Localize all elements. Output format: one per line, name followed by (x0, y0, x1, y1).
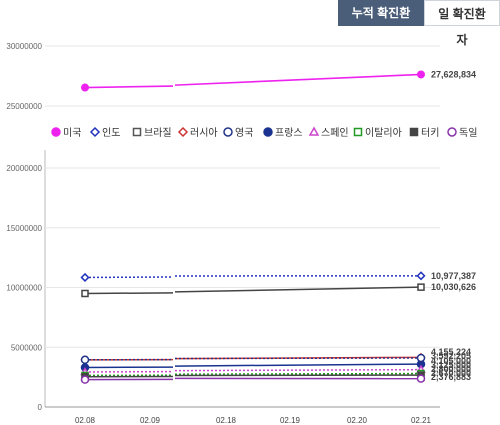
series-line (174, 372, 422, 375)
legend-label: 영국 (235, 127, 253, 139)
series-point-first (80, 272, 90, 283)
series-line (174, 368, 422, 372)
top-panel: 30000000 25000000 27,628,834 (6, 42, 476, 111)
legend-marker (353, 127, 363, 137)
series-8 (80, 374, 426, 384)
x-tick-label: 02.08 (75, 416, 96, 425)
bottom-y-tick-label: 15000000 (6, 224, 42, 233)
legend-label: 터키 (421, 127, 439, 139)
top-end-label: 27,628,834 (431, 69, 476, 79)
top-series-line-segment (84, 85, 174, 89)
series-end-label: 4,155,224 (431, 347, 471, 357)
legend-marker (177, 126, 189, 138)
series-line (174, 363, 422, 367)
series-line (174, 286, 422, 293)
legend-item-4: 영국 (223, 127, 253, 139)
series-end-label: 3,592,205 (431, 351, 471, 361)
legend-item-8: 터키 (409, 127, 439, 139)
series-point-last (416, 374, 426, 383)
legend-label: 스페인 (321, 127, 349, 139)
x-tick-label: 02.09 (140, 416, 161, 425)
series-0 (80, 271, 426, 283)
top-point-last (417, 70, 425, 79)
legend-label: 인도 (102, 127, 120, 139)
x-tick-label: 02.19 (280, 416, 301, 425)
x-tick-label: 02.20 (347, 416, 368, 425)
bottom-y-tick-label: 10000000 (6, 284, 42, 293)
legend-item-3: 러시아 (177, 126, 218, 139)
top-y-tick-label: 25000000 (6, 102, 42, 111)
legend-label: 이탈리아 (365, 126, 402, 139)
bottom-y-tick-label: 5000000 (11, 343, 43, 352)
series-end-label: 4,105,000 (431, 356, 471, 366)
legend-label: 미국 (63, 127, 81, 139)
legend-marker (409, 127, 419, 137)
legend-item-2: 브라질 (132, 127, 172, 139)
bottom-y-tick-label: 20000000 (6, 164, 42, 173)
series-4 (80, 353, 426, 365)
legend-marker (447, 127, 457, 137)
legend-item-6: 스페인 (308, 126, 349, 139)
top-series-line (174, 73, 422, 86)
legend-marker (223, 127, 233, 137)
series-line (174, 357, 422, 360)
legend-item-7: 이탈리아 (353, 126, 402, 139)
legend-marker (132, 127, 142, 137)
legend-label: 독일 (459, 127, 477, 139)
series-end-label: 10,977,387 (431, 271, 476, 281)
series-point-first (80, 355, 90, 365)
series-end-label: 2,376,883 (431, 372, 471, 382)
series-end-label: 3,125,000 (431, 360, 471, 370)
legend-label: 프랑스 (275, 127, 303, 139)
legend-item-1: 인도 (89, 126, 120, 139)
series-end-label: 10,030,626 (431, 282, 476, 292)
series-end-label: 2,800,000 (431, 364, 471, 374)
series-point-first (80, 375, 90, 384)
tab-cumulative-cases[interactable]: 누적 확진환자 (338, 0, 424, 46)
series-point-first (81, 289, 89, 298)
legend: 미국 인도 브라질 러시아 영국 프랑스 스페인 이탈리아 터키 독일 (51, 126, 477, 139)
legend-marker (263, 127, 273, 137)
legend-marker (308, 126, 320, 136)
series-point-last (416, 271, 426, 281)
bottom-y-tick-label: 0 (38, 403, 43, 412)
legend-item-5: 프랑스 (263, 127, 303, 139)
series-line-segment (84, 292, 174, 295)
x-tick-label: 02.18 (216, 416, 237, 425)
series-end-label: 2,670,000 (431, 368, 471, 378)
legend-label: 브라질 (144, 127, 172, 139)
legend-marker (51, 127, 61, 137)
legend-item-9: 독일 (447, 127, 477, 139)
tab-daily-cases[interactable]: 일 확진환자 (424, 0, 500, 47)
series-1 (81, 283, 425, 298)
top-y-tick-label: 30000000 (6, 42, 42, 51)
legend-marker (89, 126, 101, 138)
bottom-panel: 20000000 15000000 10000000 5000000 0 02.08 02.… (6, 150, 476, 425)
top-point-first (81, 83, 89, 92)
series-point-last (416, 353, 426, 363)
legend-label: 러시아 (190, 127, 218, 139)
series-3 (80, 359, 426, 372)
x-tick-label: 02.21 (411, 416, 432, 425)
tab-bar: 누적 확진환자 일 확진환자 (338, 0, 500, 47)
series-point-last (417, 283, 425, 291)
legend-item-0: 미국 (51, 127, 81, 139)
